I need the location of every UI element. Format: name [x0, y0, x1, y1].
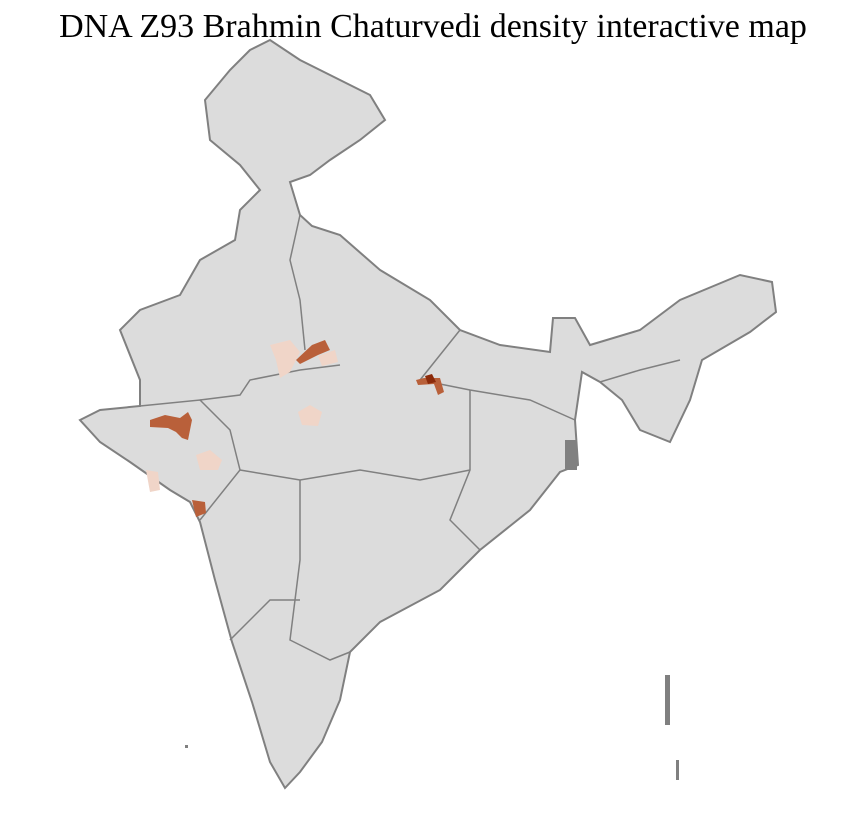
density-regions: [146, 340, 444, 517]
state-borders: [139, 214, 681, 661]
region-bihar-mid[interactable]: [416, 378, 444, 395]
andaman-islands: [665, 675, 670, 725]
nicobar-islands: [676, 760, 679, 780]
india-outline[interactable]: [78, 38, 778, 790]
region-gujarat-low-2[interactable]: [146, 470, 160, 492]
region-up-low[interactable]: [318, 350, 338, 366]
lakshadweep: [185, 745, 188, 748]
island-groups: [185, 675, 679, 780]
region-rajasthan-low[interactable]: [270, 340, 300, 378]
region-mumbai[interactable]: [192, 500, 206, 517]
region-mp-low[interactable]: [298, 405, 322, 426]
region-gujarat-north[interactable]: [150, 412, 192, 440]
bangladesh-border-marker: [565, 440, 577, 470]
region-gujarat-low-1[interactable]: [196, 450, 222, 470]
region-up-west[interactable]: [296, 340, 330, 364]
region-bihar-high[interactable]: [425, 374, 436, 384]
map-title: DNA Z93 Brahmin Chaturvedi density inter…: [59, 8, 807, 45]
